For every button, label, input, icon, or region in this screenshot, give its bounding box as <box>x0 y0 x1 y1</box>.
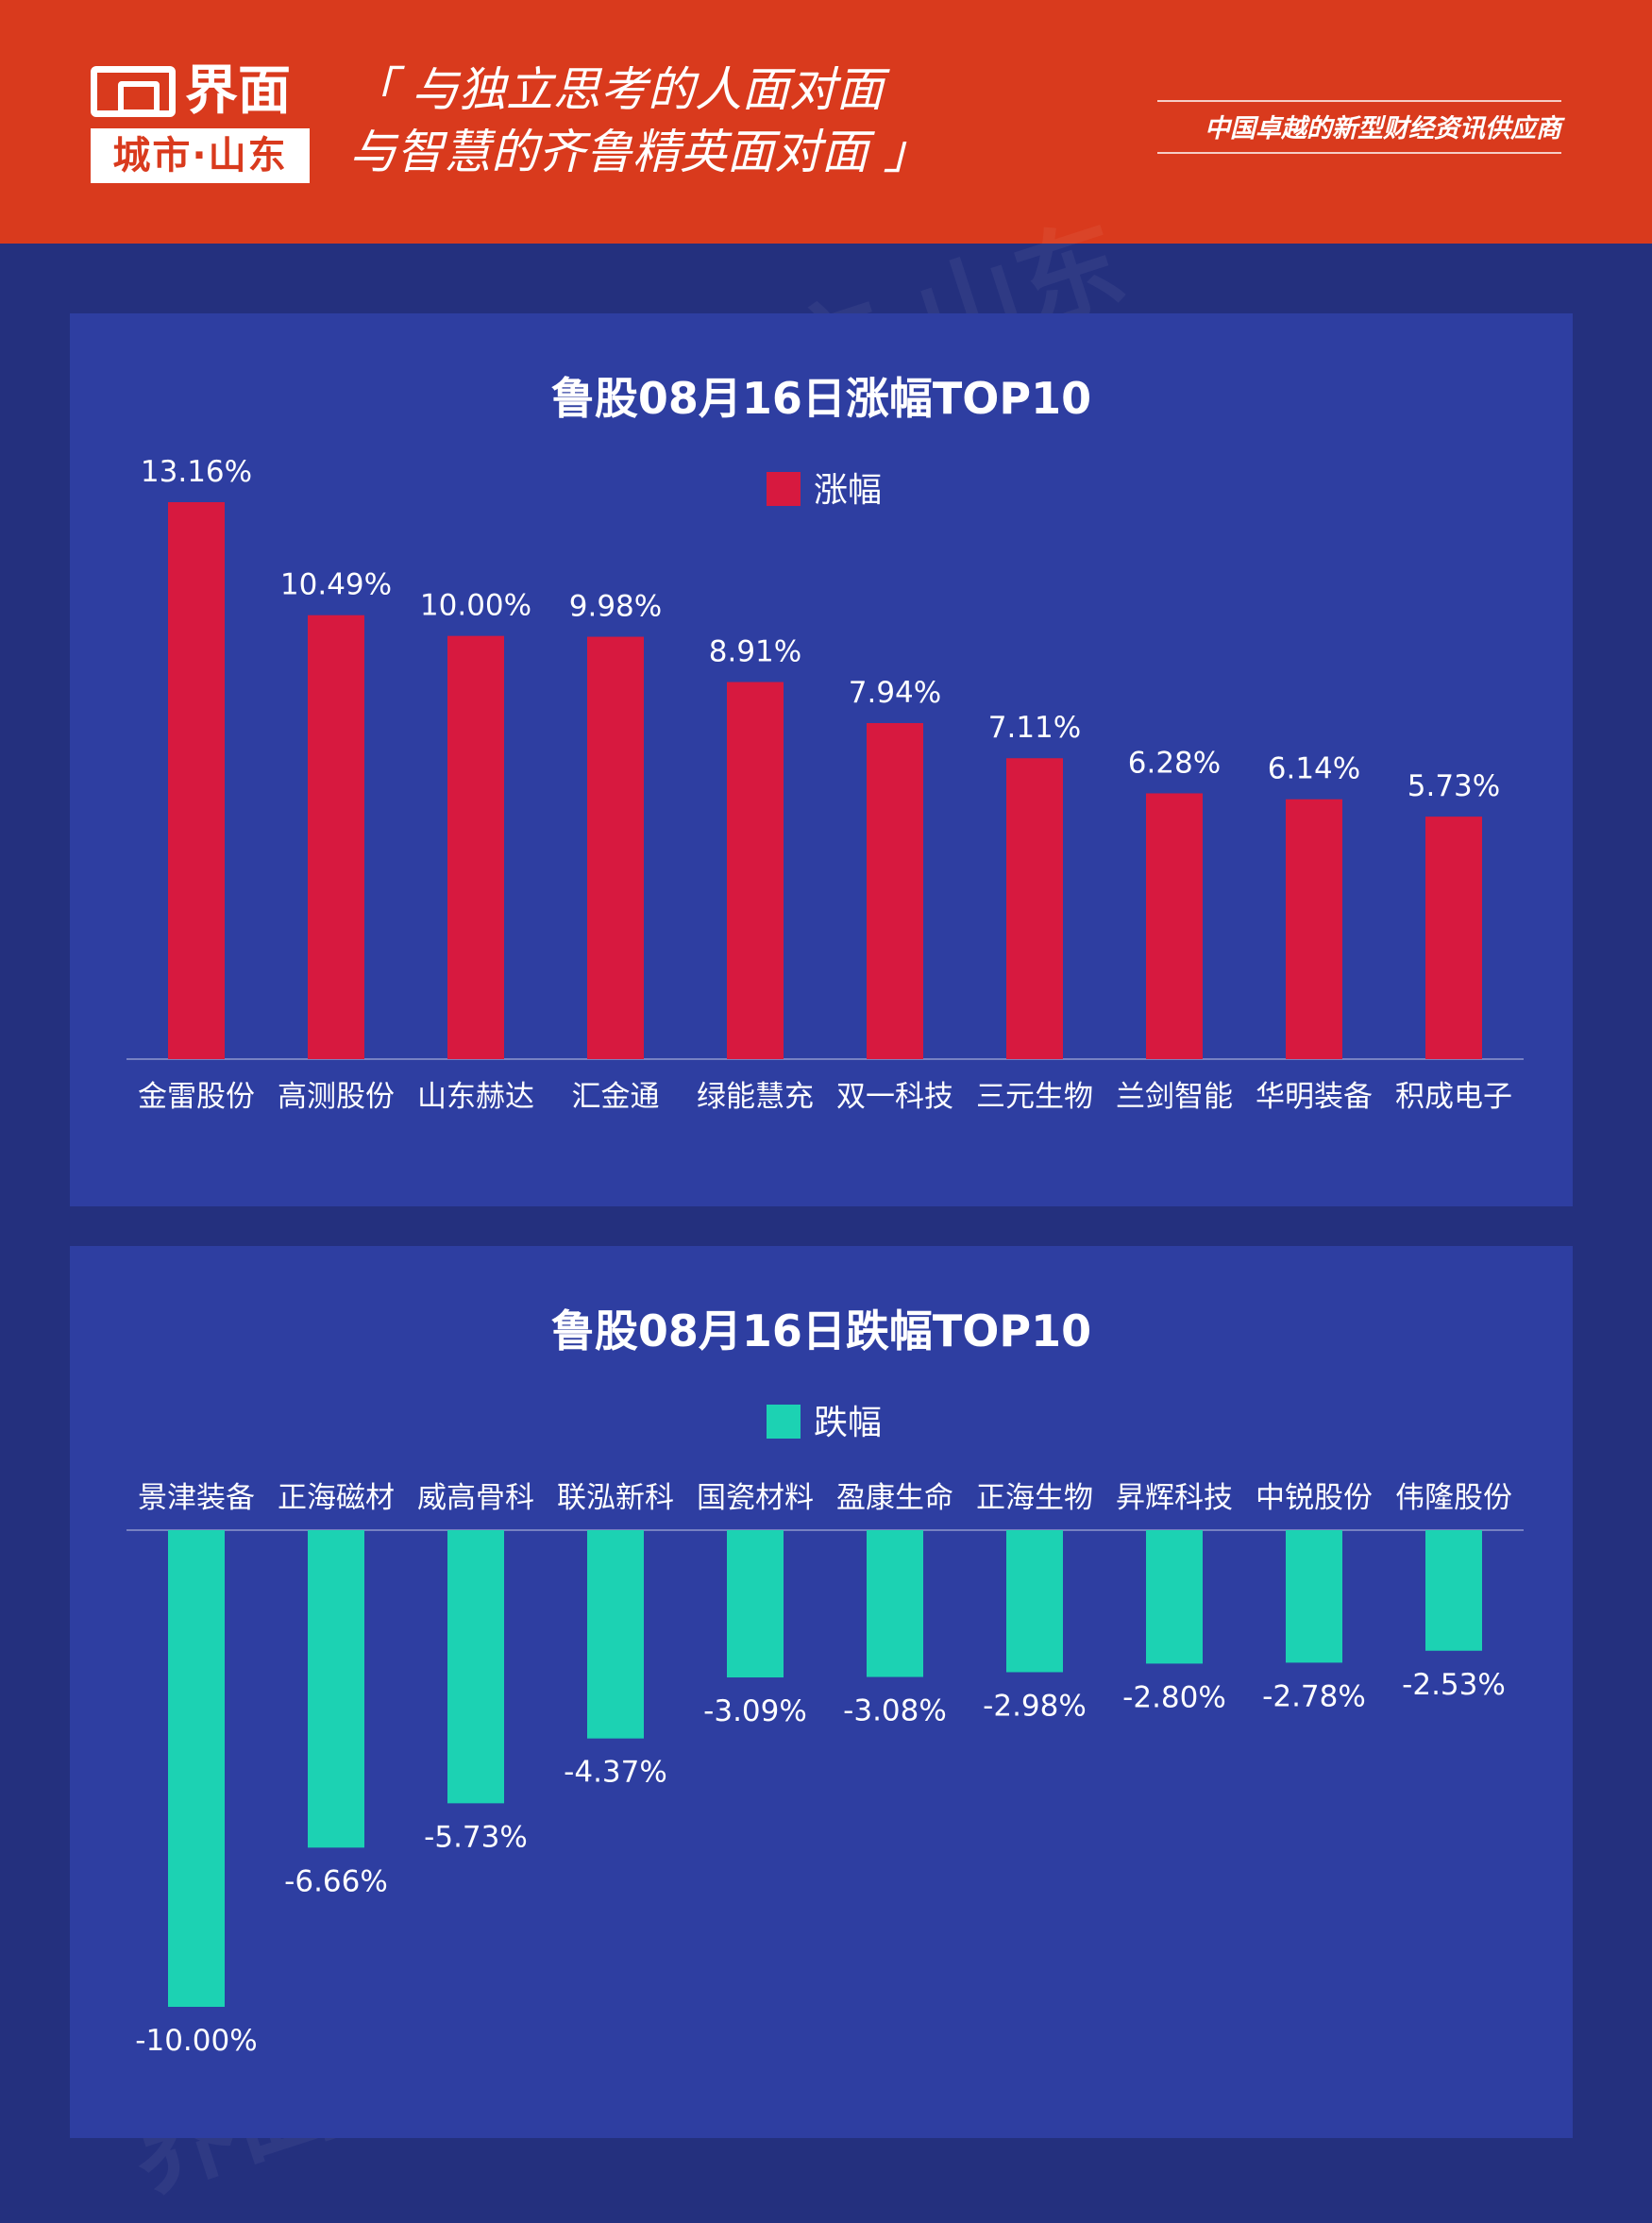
category-label: 中锐股份 <box>1256 1481 1373 1515</box>
chart-title: 鲁股08月16日跌幅TOP10 <box>551 1305 1091 1356</box>
bar <box>727 682 784 1059</box>
bar <box>1425 817 1482 1059</box>
logo-mark-icon <box>91 66 176 117</box>
header-banner: 界面 城市·山东 「 与独立思考的人面对面 与智慧的齐鲁精英面对面 」 中国卓越… <box>0 0 1652 244</box>
data-label: -3.09% <box>703 1694 807 1728</box>
category-label: 三元生物 <box>976 1080 1093 1114</box>
category-label: 积成电子 <box>1395 1080 1512 1114</box>
bar <box>1146 1530 1203 1664</box>
gain-chart-panel: 鲁股08月16日涨幅TOP10 涨幅 13.16% 金雷股份 10.49% 高测股份 10.… <box>70 313 1573 1206</box>
bar <box>1006 758 1063 1059</box>
category-label: 景津装备 <box>138 1481 255 1515</box>
logo-top-row: 界面 <box>91 62 317 121</box>
legend-label: 跌幅 <box>814 1404 882 1442</box>
category-label: 高测股份 <box>278 1080 395 1114</box>
bar <box>308 615 364 1059</box>
category-label: 绿能慧充 <box>697 1080 814 1114</box>
category-label: 联泓新科 <box>557 1481 674 1515</box>
category-label: 兰剑智能 <box>1116 1080 1233 1114</box>
bar <box>1146 793 1203 1059</box>
data-label: -2.53% <box>1402 1668 1506 1702</box>
logo-name: 界面 <box>185 60 291 122</box>
bar <box>308 1530 364 1848</box>
data-label: 13.16% <box>141 455 252 489</box>
data-label: -6.66% <box>284 1864 388 1898</box>
category-label: 汇金通 <box>572 1080 660 1114</box>
data-label: 10.49% <box>280 568 392 602</box>
bar <box>867 1530 923 1677</box>
category-label: 正海生物 <box>976 1481 1093 1515</box>
bar <box>1006 1530 1063 1673</box>
logo-subtitle: 城市·山东 <box>91 128 310 183</box>
data-label: -3.08% <box>843 1694 947 1728</box>
bar <box>447 635 504 1059</box>
category-label: 伟隆股份 <box>1395 1481 1512 1515</box>
data-label: 7.94% <box>849 676 941 710</box>
data-label: -10.00% <box>135 2024 257 2058</box>
data-label: 5.73% <box>1408 769 1500 803</box>
bar <box>867 723 923 1059</box>
slogan-line-2: 与智慧的齐鲁精英面对面 」 <box>349 125 931 179</box>
bar <box>727 1530 784 1678</box>
chart-title: 鲁股08月16日涨幅TOP10 <box>551 373 1091 424</box>
tagline: 中国卓越的新型财经资讯供应商 <box>1157 100 1561 154</box>
bar <box>1286 799 1342 1059</box>
data-label: 9.98% <box>569 590 662 624</box>
legend-swatch <box>767 1405 801 1439</box>
data-label: -2.98% <box>983 1689 1087 1723</box>
legend-swatch <box>767 472 801 506</box>
category-label: 山东赫达 <box>417 1080 534 1114</box>
category-label: 国瓷材料 <box>697 1481 814 1515</box>
category-label: 昇辉科技 <box>1116 1481 1233 1515</box>
data-label: 10.00% <box>420 589 531 623</box>
category-label: 金雷股份 <box>138 1080 255 1114</box>
data-label: 8.91% <box>709 635 801 669</box>
data-label: 6.28% <box>1128 746 1221 780</box>
data-label: 7.11% <box>988 711 1081 745</box>
bar <box>587 636 644 1059</box>
category-label: 盈康生命 <box>836 1481 953 1515</box>
gain-chart: 鲁股08月16日涨幅TOP10 涨幅 13.16% 金雷股份 10.49% 高测股份 10.… <box>126 373 1524 1114</box>
category-label: 华明装备 <box>1256 1080 1373 1114</box>
loss-chart: 鲁股08月16日跌幅TOP10 跌幅 -10.00% 景津装备 -6.66% 正海磁材 -5… <box>126 1305 1524 2058</box>
bar <box>447 1530 504 1804</box>
data-label: -2.80% <box>1122 1680 1226 1714</box>
slogan-line-1: 「 与独立思考的人面对面 <box>349 62 884 117</box>
bar <box>587 1530 644 1739</box>
bar <box>168 502 225 1059</box>
bar <box>1425 1530 1482 1651</box>
bar <box>1286 1530 1342 1663</box>
data-label: -5.73% <box>424 1820 528 1854</box>
bar <box>168 1530 225 2007</box>
data-label: -2.78% <box>1262 1679 1366 1713</box>
category-label: 双一科技 <box>836 1080 953 1114</box>
data-label: -4.37% <box>564 1756 667 1790</box>
category-label: 正海磁材 <box>278 1481 395 1515</box>
data-label: 6.14% <box>1268 752 1360 786</box>
category-label: 威高骨科 <box>417 1481 534 1515</box>
legend-label: 涨幅 <box>814 471 882 510</box>
loss-chart-panel: 鲁股08月16日跌幅TOP10 跌幅 -10.00% 景津装备 -6.66% 正海磁材 -5… <box>70 1246 1573 2138</box>
slogan: 「 与独立思考的人面对面 与智慧的齐鲁精英面对面 」 <box>349 59 931 183</box>
